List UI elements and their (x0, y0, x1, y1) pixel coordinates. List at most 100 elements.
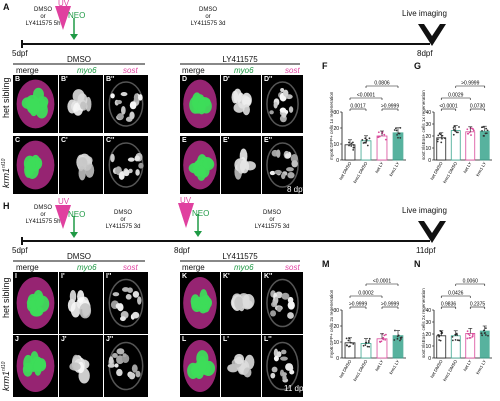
row-label-krm1: krm1nl10 (1, 159, 11, 188)
data-point (347, 339, 350, 342)
neo-label: NEO (68, 210, 86, 219)
x-tick-label: het LY (374, 359, 384, 372)
row-label-het: het sibling (1, 277, 11, 318)
x-tick-label: krm1 LY (388, 161, 400, 177)
p-value-label: 0.0017 (350, 104, 366, 110)
treatment-dmso: DMSO (34, 7, 52, 13)
data-point (348, 144, 350, 147)
bar (450, 130, 461, 161)
timepoint-end: 8dpf (417, 49, 433, 58)
p-value-label: <0.0001 (373, 279, 391, 285)
p-value-label: 0.0730 (470, 104, 486, 110)
panel-label: E'' (264, 137, 272, 144)
timepoint-end: 11dpf (416, 246, 436, 255)
data-point (350, 341, 352, 344)
x-tick-label: het DMSO (429, 160, 444, 180)
data-point (378, 135, 381, 138)
data-point (482, 134, 485, 137)
data-point (484, 331, 486, 334)
treatment-label-3d: DMSO or LY411575 3d (95, 210, 151, 231)
data-point (348, 141, 350, 144)
micrograph-panel: B'' (104, 75, 148, 133)
micrograph-panel: B (13, 75, 58, 133)
p-value-label: <0.0001 (439, 104, 457, 110)
micrograph-panel: E' (221, 136, 261, 194)
data-point (384, 333, 387, 336)
treatment-label-3d: DMSO or LY411575 3d (178, 7, 238, 28)
panel-label: B (15, 76, 21, 83)
data-point (399, 126, 402, 129)
data-point (399, 339, 401, 342)
live-imaging-label: Live imaging (402, 206, 447, 215)
treatment-or: or (205, 14, 211, 20)
stage-label: 8 dpf (287, 185, 305, 194)
micrograph-panel: L' (221, 335, 261, 397)
y-tick-label: 10 (425, 344, 431, 350)
data-point (458, 339, 461, 342)
data-point (365, 138, 368, 141)
panel-label: J'' (106, 336, 114, 343)
micrograph-panel: D' (221, 75, 261, 133)
data-point (456, 334, 459, 336)
data-point (398, 132, 401, 135)
channel-merge: merge (16, 66, 39, 75)
data-point (384, 138, 387, 141)
micrograph-panel: E (180, 136, 220, 194)
panel-letter-h: H (3, 201, 10, 211)
data-point (352, 146, 355, 149)
data-point (383, 133, 386, 136)
group-header-dmso: DMSO (67, 55, 91, 64)
group-header-dmso: DMSO (67, 252, 91, 261)
data-point (466, 337, 469, 340)
data-point (469, 336, 472, 339)
live-imaging-label: Live imaging (402, 9, 447, 18)
y-tick-label: 10 (333, 340, 339, 346)
data-point (454, 130, 457, 132)
chart-letter: N (414, 259, 421, 269)
chart-svg: 0 10 20 30 het DMSO krm1 DMSO het LY krm1 LY >0.… (333, 279, 406, 382)
data-point (345, 344, 348, 347)
micrograph-panel: J' (59, 335, 103, 397)
micrograph-panel: E'' (262, 136, 303, 194)
data-point (467, 333, 470, 335)
treatment-dmso: DMSO (263, 210, 281, 216)
p-value-label: <0.0001 (357, 93, 375, 99)
stage-label: 11 dpf (284, 384, 306, 393)
data-point (367, 341, 370, 344)
micrograph-panel: I' (59, 272, 103, 334)
data-point (383, 334, 386, 337)
data-point (394, 329, 396, 332)
micrograph-panel: L'' (262, 335, 303, 397)
panel-label: E (182, 137, 187, 144)
neo-label: NEO (192, 209, 210, 218)
data-point (351, 141, 354, 144)
y-tick-label: 20 (425, 332, 431, 338)
data-point (481, 129, 483, 132)
p-value-label: 0.0060 (463, 279, 479, 285)
y-axis-label: myo6:GFP+ cells 1x regeneration (329, 91, 334, 160)
bar-chart: 0 10 20 30 het DMSO krm1 DMSO het LY krm1 LY 0.0… (322, 61, 410, 190)
treatment-dmso: DMSO (34, 205, 52, 211)
micrograph-panel: L (180, 335, 220, 397)
channel-myo6: myo6 (77, 66, 97, 75)
data-point (377, 131, 380, 134)
group-header-ly: LY411575 (222, 55, 258, 64)
data-point (362, 344, 365, 347)
y-tick-label: 40 (425, 110, 431, 116)
chart-letter: M (322, 259, 330, 269)
panel-label: D (182, 76, 188, 83)
data-point (472, 128, 474, 130)
uv-arrow-icon (178, 203, 194, 228)
data-point (457, 131, 459, 134)
micrograph-panel: D'' (262, 75, 303, 133)
uv-label: UV (58, 0, 70, 8)
panel-letter-a: A (3, 2, 10, 12)
y-tick-label: 20 (333, 126, 339, 132)
bar (465, 131, 476, 161)
data-point (368, 337, 371, 340)
p-value-label: 0.9836 (441, 302, 457, 308)
bar (360, 343, 372, 359)
x-tick-label: het DMSO (429, 358, 444, 378)
row-label-krm1: krm1nl10 (1, 362, 11, 391)
